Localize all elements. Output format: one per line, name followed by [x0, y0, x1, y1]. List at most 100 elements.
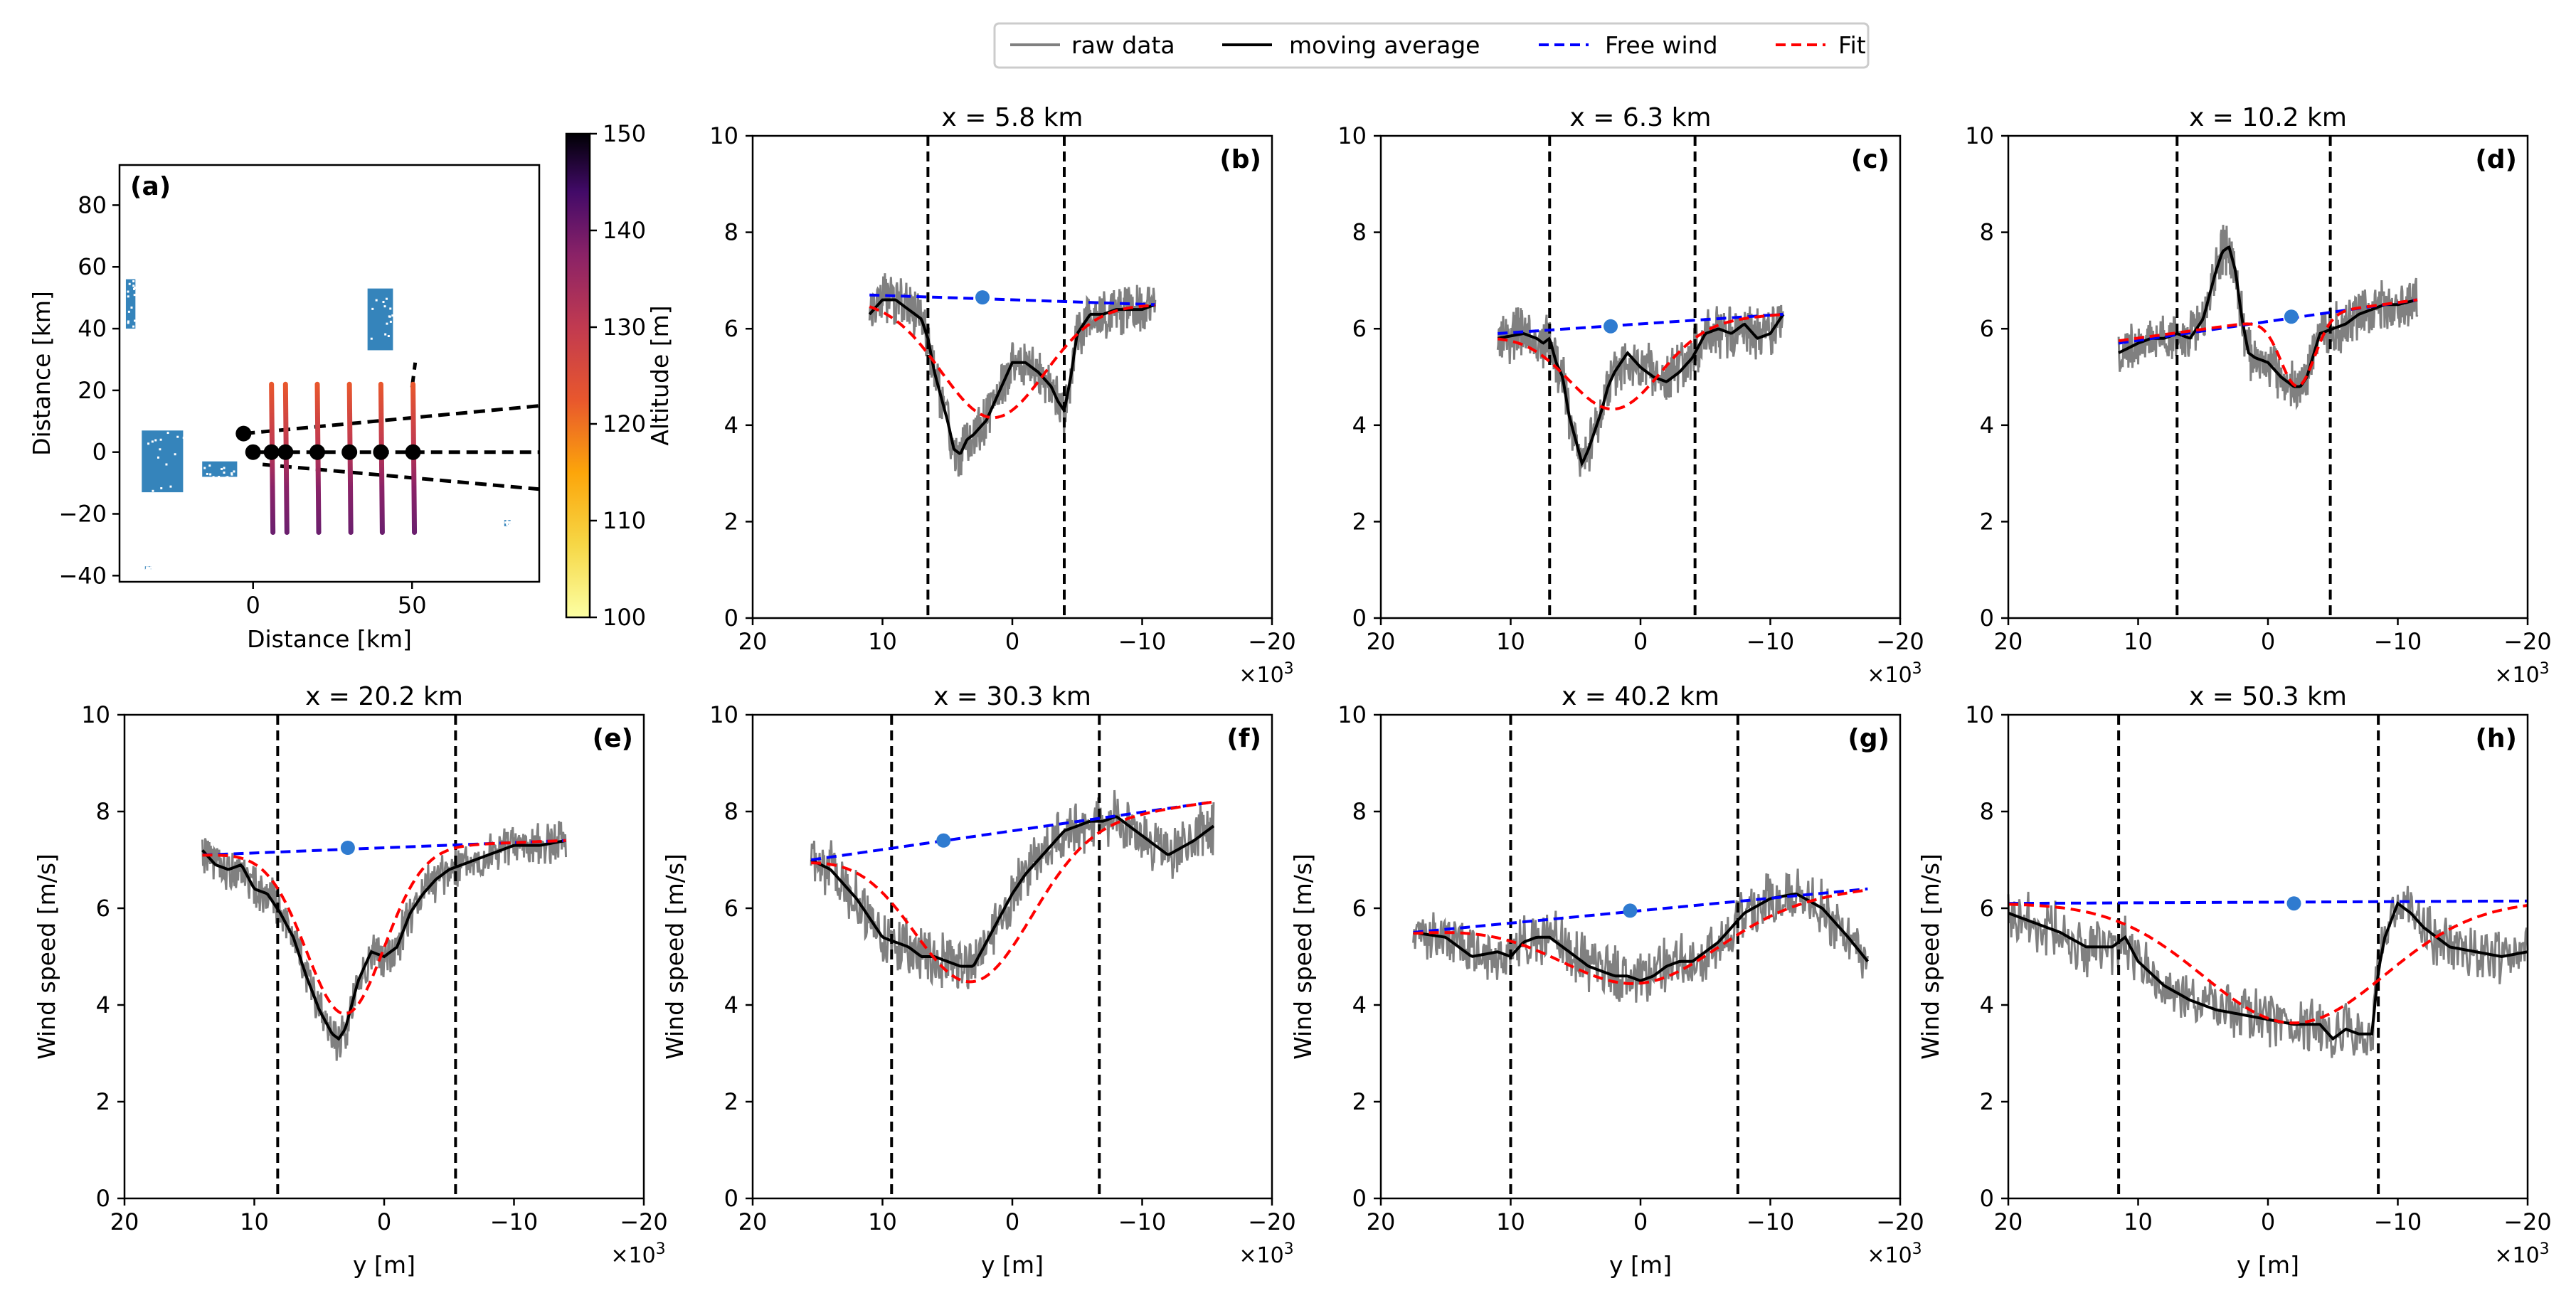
cluster-gap — [208, 464, 211, 467]
cluster-gap — [160, 486, 163, 489]
y-tick-label: 2 — [724, 1088, 738, 1115]
cluster-gap — [127, 310, 130, 313]
x-tick-label: −20 — [1876, 628, 1924, 655]
y-tick-label: 10 — [81, 701, 110, 728]
y-tick-label: 2 — [1352, 1088, 1367, 1115]
y-tick-label: 4 — [1980, 991, 1994, 1018]
y-tick-label: 6 — [1980, 895, 1994, 922]
cluster-gap — [203, 467, 206, 469]
cluster-gap — [389, 320, 392, 323]
free-wind-line — [869, 293, 1155, 307]
x-tick-label: −10 — [1118, 628, 1167, 655]
cluster-gap — [391, 314, 394, 317]
colorbar-tick-label: 100 — [603, 604, 646, 631]
x-multiplier-label: ×103 — [610, 1240, 665, 1268]
transect-centre-point — [405, 444, 421, 460]
x-tick-label: −20 — [2503, 628, 2552, 655]
cluster-gap — [508, 521, 511, 523]
panel-b: 20 10 0 −10 −20 0 2 4 6 8 10 ×103 x = 5.8 km (b) — [709, 103, 1295, 688]
cluster-gap — [506, 520, 509, 523]
y-tick-label: 2 — [724, 508, 738, 535]
cluster-gap — [384, 333, 387, 336]
legend: raw data moving average Free wind Fit — [993, 22, 1870, 69]
free-wind-marker — [340, 841, 355, 855]
legend-label-fit: Fit — [1838, 31, 1866, 59]
y-tick-label: 10 — [1337, 701, 1367, 728]
y-tick-label: 6 — [1980, 315, 1994, 342]
transect-centre-point — [277, 444, 294, 460]
x-tick-label: 50 — [398, 592, 427, 619]
panel-title: x = 50.3 km — [2189, 682, 2347, 711]
cluster-gap — [133, 294, 136, 297]
panel-tag: (a) — [130, 172, 171, 201]
x-tick-label: 0 — [1633, 628, 1648, 655]
x-tick-label: 10 — [2124, 628, 2153, 655]
panel-f: 20 10 0 −10 −20 0 2 4 6 8 10 ×103 x = 30.3 km (f) y [m… — [661, 682, 1296, 1279]
y-tick-label: 60 — [78, 253, 107, 280]
panel-tag: (d) — [2475, 145, 2517, 174]
x-tick-label: −10 — [490, 1208, 539, 1235]
cluster-gap — [133, 287, 136, 289]
cluster-gap — [230, 472, 233, 475]
cluster-gap — [151, 440, 154, 443]
y-tick-label: 10 — [709, 701, 738, 728]
y-tick-label: 0 — [1352, 1185, 1367, 1212]
y-tick-label: 0 — [1980, 605, 1994, 632]
x-tick-label: 10 — [2124, 1208, 2153, 1235]
y-tick-label: 6 — [724, 315, 738, 342]
cluster-gap — [127, 290, 129, 293]
panel-h: 20 10 0 −10 −20 0 2 4 6 8 10 ×103 x = 50.3 km (h) y [m… — [1917, 682, 2552, 1279]
cluster-gap — [149, 569, 152, 572]
free-wind-marker — [1623, 903, 1638, 918]
y-tick-label: 8 — [1980, 219, 1994, 246]
y-tick-label: 10 — [1337, 122, 1367, 149]
y-axis-label: Wind speed [m/s] — [1289, 853, 1317, 1060]
cluster-gap — [209, 473, 212, 476]
cluster-gap — [507, 526, 510, 528]
x-axis-label: y [m] — [2237, 1251, 2299, 1279]
turbine-cluster — [367, 288, 393, 351]
colorbar — [565, 132, 591, 619]
cluster-gap — [510, 521, 513, 523]
x-tick-label: 10 — [1496, 1208, 1525, 1235]
raw-data-series — [810, 789, 1215, 989]
x-tick-label: −20 — [2503, 1208, 2552, 1235]
legend-label-raw: raw data — [1071, 31, 1175, 59]
cluster-gap — [169, 485, 172, 488]
cluster-gap — [221, 468, 223, 471]
x-multiplier-label: ×103 — [2494, 1240, 2549, 1268]
y-tick-label: 4 — [96, 991, 110, 1018]
y-tick-label: 0 — [1980, 1185, 1994, 1212]
moving-average-series — [868, 298, 1156, 455]
wake-centre-line — [243, 404, 540, 436]
cluster-gap — [176, 435, 179, 438]
free-wind-marker — [975, 290, 990, 305]
cluster-gap — [127, 295, 129, 298]
y-tick-label: 4 — [1352, 991, 1367, 1018]
x-tick-label: −20 — [1248, 1208, 1296, 1235]
cluster-gap — [506, 526, 509, 528]
x-tick-label: 0 — [246, 592, 260, 619]
transect-centre-point — [235, 425, 252, 442]
cluster-gap — [127, 320, 129, 323]
fit-curve — [2008, 903, 2528, 1025]
cluster-gap — [147, 566, 149, 569]
panel-tag: (c) — [1851, 145, 1889, 174]
cluster-gap — [375, 299, 378, 302]
colorbar-tick-label: 110 — [603, 507, 646, 534]
y-tick-label: 0 — [96, 1185, 110, 1212]
cluster-gap — [159, 448, 161, 451]
cluster-gap — [145, 568, 148, 571]
raw-data-series — [2117, 225, 2419, 410]
cluster-gap — [370, 337, 373, 340]
y-tick-label: 80 — [78, 191, 107, 218]
colorbar-tick-label: 150 — [603, 120, 646, 147]
cluster-gap — [218, 476, 221, 479]
x-tick-label: 0 — [1633, 1208, 1648, 1235]
cluster-gap — [230, 473, 233, 476]
map-clip-group — [125, 279, 540, 572]
cluster-gap — [233, 470, 235, 473]
cluster-gap — [506, 523, 509, 526]
cluster-gap — [382, 300, 385, 303]
